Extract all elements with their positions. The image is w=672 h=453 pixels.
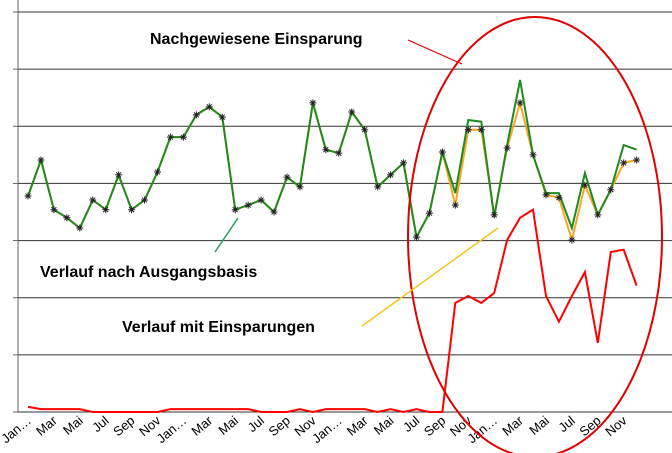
x-tick-label: Mai [60, 413, 86, 438]
marker [529, 151, 537, 159]
marker [335, 149, 343, 157]
marker [270, 208, 278, 216]
marker [322, 146, 330, 154]
marker [218, 113, 226, 121]
plot-area [24, 79, 641, 414]
marker [50, 206, 58, 214]
x-tick-label: Jul [400, 413, 422, 435]
marker [438, 148, 446, 156]
marker [309, 99, 317, 107]
marker [555, 194, 563, 202]
series-line [27, 208, 638, 414]
x-tick-label: Mai [526, 413, 552, 438]
marker [425, 209, 433, 217]
x-tick-label: Mar [188, 412, 215, 438]
x-tick-label: Jan… [0, 413, 34, 446]
arrow [361, 227, 499, 327]
marker [374, 183, 382, 191]
arrow [214, 217, 239, 253]
marker [451, 201, 459, 209]
marker [76, 224, 84, 232]
series-line [27, 79, 637, 241]
series-line [27, 99, 637, 244]
x-tick-label: Sep [110, 413, 137, 439]
x-tick-label: Jul [89, 413, 111, 435]
x-tick-label: Mar [344, 412, 371, 438]
marker [244, 201, 252, 209]
marker [257, 196, 265, 204]
marker [283, 173, 291, 181]
marker [503, 144, 511, 152]
marker [154, 168, 161, 176]
x-tick-label: Jan… [309, 413, 345, 446]
marker [594, 211, 602, 219]
x-tick-label: Mar [33, 412, 60, 438]
x-tick-label: Sep [266, 413, 293, 439]
x-tick-label: Mai [215, 413, 241, 438]
marker [231, 206, 239, 214]
marker [400, 159, 408, 167]
marker [192, 111, 200, 119]
marker [89, 196, 97, 204]
x-tick-label: Mai [371, 413, 397, 438]
marker [542, 191, 550, 199]
marker [24, 192, 32, 200]
marker [102, 206, 110, 214]
marker [387, 171, 395, 179]
annotation: Verlauf mit Einsparungen [122, 319, 315, 336]
marker [361, 126, 369, 134]
marker [296, 183, 304, 191]
marker [477, 126, 485, 134]
x-tick-label: Jan… [154, 413, 190, 446]
marker [205, 103, 213, 111]
marker [63, 214, 71, 222]
annotation: Verlauf nach Ausgangsbasis [40, 264, 257, 281]
marker [607, 186, 615, 194]
x-tick-label: Jul [245, 413, 267, 435]
highlight-ellipse [407, 16, 663, 453]
x-tick-label: Sep [421, 413, 448, 439]
marker [179, 133, 187, 141]
marker [166, 133, 174, 141]
x-tick-label: Jul [555, 413, 577, 435]
marker [141, 196, 149, 204]
marker [348, 108, 356, 116]
marker [37, 156, 45, 164]
marker [581, 181, 589, 189]
marker [490, 211, 498, 219]
x-tick-label: Jan… [464, 413, 500, 446]
x-tick-label: Nov [602, 412, 630, 439]
marker [633, 156, 641, 164]
marker [413, 233, 420, 241]
arrow [407, 39, 463, 65]
x-tick-label: Mar [499, 412, 526, 438]
annotation: Nachgewiesene Einsparung [150, 31, 363, 48]
marker [464, 126, 472, 134]
marker [620, 159, 628, 167]
marker [128, 206, 136, 214]
marker [516, 99, 524, 107]
marker [115, 171, 123, 179]
marker [568, 236, 576, 244]
